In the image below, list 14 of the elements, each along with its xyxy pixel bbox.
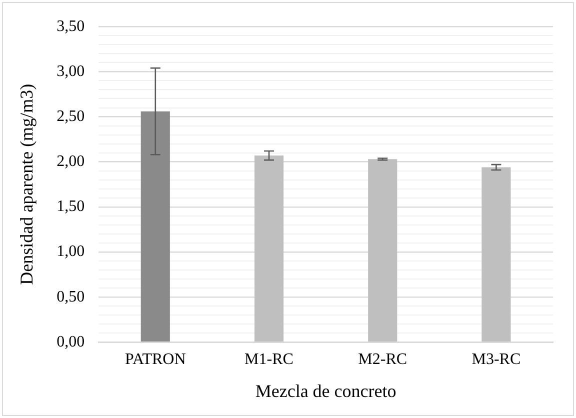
x-tick-label: M1-RC [244, 351, 294, 368]
x-tick-label: PATRON [125, 351, 186, 368]
y-tick-label: 0,50 [56, 288, 85, 306]
y-tick-label: 1,00 [56, 243, 85, 260]
x-tick-label: M2-RC [358, 351, 408, 368]
x-tick-label: M3-RC [472, 351, 521, 368]
y-tick-label: 2,50 [56, 108, 85, 125]
y-tick-label: 3,00 [56, 62, 85, 80]
x-axis-title: Mezcla de concreto [255, 380, 396, 401]
y-tick-label: 3,50 [56, 18, 85, 35]
y-tick-label: 1,50 [56, 198, 85, 216]
y-tick-label: 0,00 [56, 333, 85, 350]
y-tick-label: 2,00 [56, 153, 85, 170]
y-axis-title: Densidad aparente (mg/m3) [16, 84, 37, 285]
